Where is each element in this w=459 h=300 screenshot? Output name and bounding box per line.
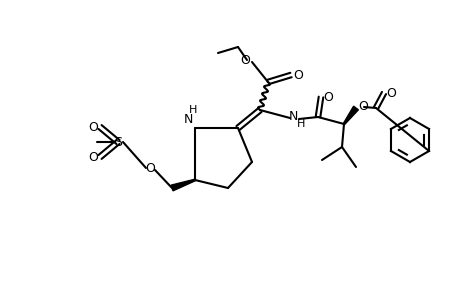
Polygon shape bbox=[342, 106, 358, 124]
Text: O: O bbox=[88, 151, 98, 164]
Text: N: N bbox=[288, 110, 297, 122]
Text: O: O bbox=[292, 68, 302, 82]
Text: N: N bbox=[183, 112, 192, 125]
Text: O: O bbox=[385, 86, 395, 100]
Text: H: H bbox=[296, 119, 304, 129]
Text: S: S bbox=[114, 136, 122, 148]
Text: O: O bbox=[88, 121, 98, 134]
Text: O: O bbox=[357, 100, 367, 112]
Text: O: O bbox=[322, 91, 332, 103]
Text: O: O bbox=[240, 53, 249, 67]
Polygon shape bbox=[171, 179, 195, 191]
Text: O: O bbox=[145, 161, 155, 175]
Text: H: H bbox=[188, 105, 197, 115]
